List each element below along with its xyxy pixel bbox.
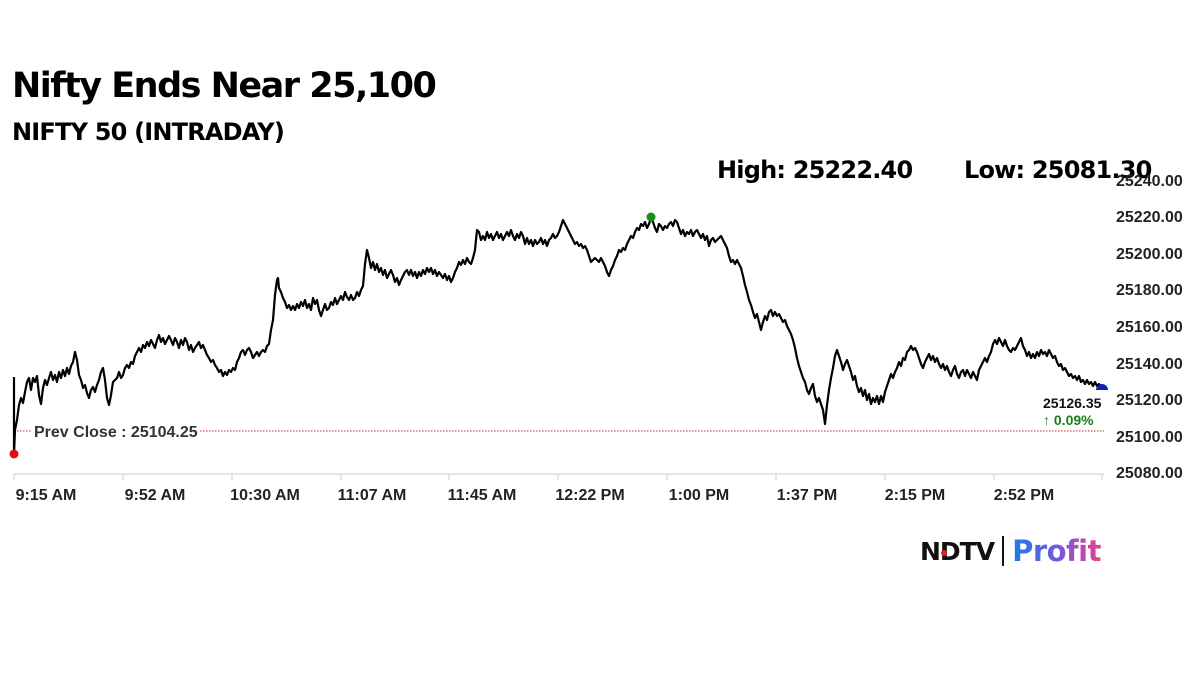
y-tick: 25100.00: [1116, 429, 1183, 446]
high-marker: [646, 212, 656, 222]
x-tick: 2:15 PM: [884, 487, 946, 504]
prev-close-label: Prev Close : 25104.25: [32, 424, 200, 442]
profit-wordmark: Profit: [1012, 534, 1101, 568]
x-tick: 9:52 AM: [124, 487, 186, 504]
ndtv-profit-logo: NDTV Profit: [920, 533, 1101, 569]
y-tick: 25200.00: [1116, 246, 1183, 263]
y-tick: 25160.00: [1116, 319, 1183, 336]
x-tick: 11:45 AM: [447, 487, 517, 504]
y-tick: 25220.00: [1116, 209, 1183, 226]
y-tick: 25240.00: [1116, 173, 1183, 190]
ndtv-wordmark: NDTV: [920, 536, 995, 566]
x-axis-ticks: [13, 474, 1103, 480]
logo-divider: [1002, 536, 1005, 566]
chart-subtitle: NIFTY 50 (INTRADAY): [12, 118, 285, 146]
x-tick: 1:37 PM: [776, 487, 838, 504]
low-marker: [9, 449, 19, 459]
ndtv-red-dot-icon: [941, 549, 947, 556]
day-low-label: Low: 25081.30: [964, 156, 1152, 184]
x-tick: 10:30 AM: [230, 487, 300, 504]
y-tick: 25140.00: [1116, 356, 1183, 373]
price-line: [12, 216, 1103, 456]
x-tick: 11:07 AM: [337, 487, 407, 504]
last-price-label: 25126.35: [1043, 395, 1102, 411]
y-tick: 25080.00: [1116, 465, 1183, 482]
x-tick: 2:52 PM: [993, 487, 1055, 504]
y-tick: 25120.00: [1116, 392, 1183, 409]
x-tick: 12:22 PM: [555, 487, 625, 504]
y-tick: 25180.00: [1116, 282, 1183, 299]
page-title: Nifty Ends Near 25,100: [12, 66, 437, 106]
day-high-label: High: 25222.40: [717, 156, 913, 184]
last-price-marker: [1096, 384, 1108, 390]
x-tick: 1:00 PM: [668, 487, 730, 504]
x-tick: 9:15 AM: [15, 487, 77, 504]
change-percent-label: ↑ 0.09%: [1043, 412, 1094, 428]
